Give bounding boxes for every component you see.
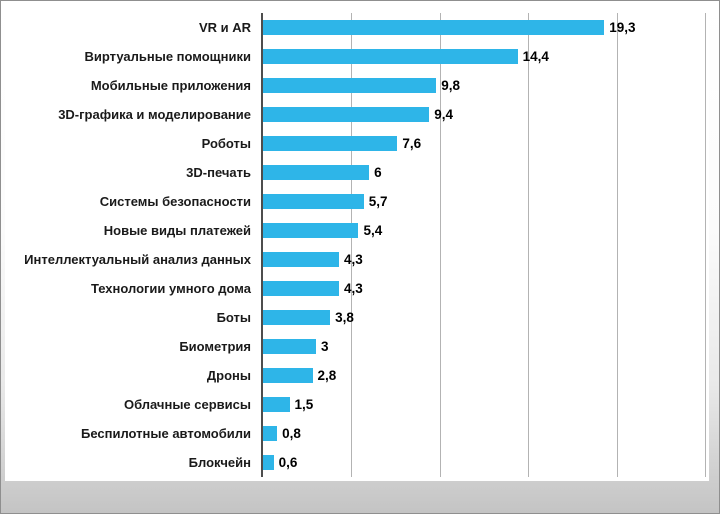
value-label: 7,6: [402, 136, 422, 151]
bar-row: 3D-графика и моделирование 9,4: [5, 100, 705, 129]
bar: [263, 368, 313, 383]
bar-track: 1,5: [263, 390, 705, 419]
bar-track: 7,6: [263, 129, 705, 158]
bar-row: Виртуальные помощники 14,4: [5, 42, 705, 71]
bar: [263, 194, 364, 209]
value-label: 9,8: [441, 78, 461, 93]
category-label: Мобильные приложения: [90, 78, 251, 93]
bar-row: Блокчейн 0,6: [5, 448, 705, 477]
bar-row: Биометрия 3: [5, 332, 705, 361]
value-label: 4,3: [344, 281, 363, 296]
value-label: 9,4: [434, 107, 453, 122]
value-label: 19,3: [609, 20, 636, 35]
value-label: 3: [321, 339, 329, 354]
bar-track: 4,3: [263, 245, 705, 274]
bar-track: 5,4: [263, 216, 705, 245]
bar: [263, 223, 359, 238]
bar: [263, 397, 290, 412]
bar-track: 9,8: [263, 71, 705, 100]
value-label: 2,8: [317, 368, 337, 383]
bar-track: 5,7: [263, 187, 705, 216]
bar-row: Системы безопасности 5,7: [5, 187, 705, 216]
bar-row: Роботы 7,6: [5, 129, 705, 158]
bar-row: Технологии умного дома 4,3: [5, 274, 705, 303]
category-label: Новые виды платежей: [103, 223, 251, 238]
value-label: 6: [374, 165, 382, 180]
bar: [263, 339, 317, 354]
bar-row: Беспилотные автомобили 0,8: [5, 419, 705, 448]
category-label: Боты: [216, 310, 251, 325]
bar: [263, 426, 278, 441]
category-label: Интеллектуальный анализ данных: [24, 252, 251, 267]
value-label: 5,4: [363, 223, 383, 238]
value-label: 5,7: [368, 194, 388, 209]
bar-row: Мобильные приложения 9,8: [5, 71, 705, 100]
value-label: 4,3: [344, 252, 363, 267]
bar: [263, 310, 331, 325]
bar-track: 0,8: [263, 419, 705, 448]
bar-row: Интеллектуальный анализ данных 4,3: [5, 245, 705, 274]
category-label: Системы безопасности: [99, 194, 251, 209]
gridline: [705, 13, 706, 477]
bar-chart: VR и AR 19,3 Виртуальные помощники 14,4 Моби…: [5, 9, 709, 481]
bar: [263, 165, 370, 180]
bar-track: 14,4: [263, 42, 705, 71]
bar-row: Дроны 2,8: [5, 361, 705, 390]
category-label: Виртуальные помощники: [84, 49, 252, 64]
category-label: Технологии умного дома: [90, 281, 251, 296]
bar-row: Облачные сервисы 1,5: [5, 390, 705, 419]
bar: [263, 281, 340, 296]
bar-track: 19,3: [263, 13, 705, 42]
category-label: Биометрия: [179, 339, 251, 354]
category-label: Беспилотные автомобили: [80, 426, 251, 441]
value-label: 1,5: [294, 397, 314, 412]
value-label: 0,8: [282, 426, 301, 441]
bar-track: 3,8: [263, 303, 705, 332]
bar: [263, 136, 398, 151]
bar-track: 4,3: [263, 274, 705, 303]
category-label: VR и AR: [198, 20, 251, 35]
bar-row: 3D-печать 6: [5, 158, 705, 187]
bar: [263, 107, 430, 122]
value-label: 0,6: [278, 455, 298, 470]
category-label: 3D-печать: [186, 165, 251, 180]
bar-track: 6: [263, 158, 705, 187]
bar-track: 2,8: [263, 361, 705, 390]
bar-row: VR и AR 19,3: [5, 13, 705, 42]
y-axis-line: [261, 13, 263, 477]
bar: [263, 78, 437, 93]
bar-row: Новые виды платежей 5,4: [5, 216, 705, 245]
bar-track: 3: [263, 332, 705, 361]
category-label: Блокчейн: [188, 455, 251, 470]
category-label: Дроны: [206, 368, 251, 383]
bar-track: 0,6: [263, 448, 705, 477]
bar-track: 9,4: [263, 100, 705, 129]
category-label: Облачные сервисы: [123, 397, 251, 412]
category-label: 3D-графика и моделирование: [58, 107, 251, 122]
bar: [263, 20, 605, 35]
category-label: Роботы: [201, 136, 251, 151]
chart-rows: VR и AR 19,3 Виртуальные помощники 14,4 Моби…: [5, 13, 705, 477]
bar: [263, 252, 340, 267]
bar: [263, 49, 518, 64]
value-label: 3,8: [335, 310, 354, 325]
bar-row: Боты 3,8: [5, 303, 705, 332]
value-label: 14,4: [522, 49, 549, 64]
bar: [263, 455, 274, 470]
